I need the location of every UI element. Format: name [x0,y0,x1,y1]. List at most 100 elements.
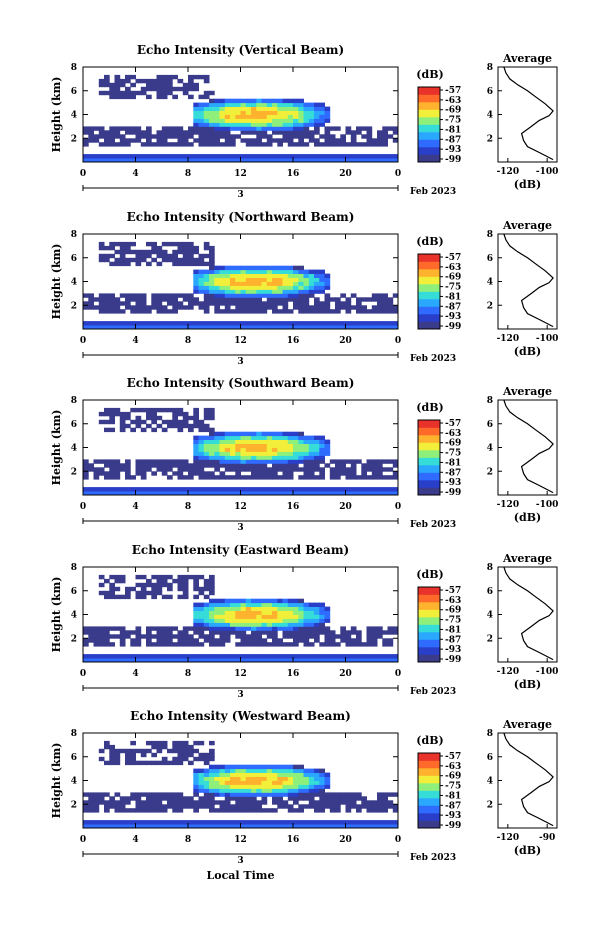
heatmap-cell [146,261,152,267]
heatmap-cell [245,463,252,468]
heatmap-cell [272,102,278,107]
heatmap-cell [182,578,189,584]
heatmap-cell [151,582,157,588]
heatmap-cell [287,455,294,460]
heatmap-cell [392,463,399,468]
heatmap-cell [219,142,226,147]
heatmap-cell [98,626,105,631]
heatmap-cell [193,459,199,464]
heatmap-cell [135,415,142,421]
heatmap-cell [219,297,226,302]
heatmap-cell [172,325,178,330]
heatmap-cell [198,321,205,326]
heatmap-cell [308,134,315,139]
x-tick-label: 20 [339,336,352,346]
heatmap-cell [298,277,304,282]
heatmap-cell [235,772,241,777]
heatmap-cell [119,630,126,635]
heatmap-cell [209,784,215,789]
heatmap-cell [167,459,173,464]
heatmap-cell [256,764,262,770]
heatmap-cell [167,130,173,135]
heatmap-cell [329,630,336,635]
heatmap-cell [361,487,367,492]
heatmap-cell [314,114,320,119]
heatmap-cell [224,325,231,330]
heatmap-cell [319,654,325,659]
heatmap-cell [230,98,236,104]
heatmap-cell [319,106,325,111]
heatmap-cell [219,614,226,619]
heatmap-cell [314,487,320,492]
heatmap-cell [146,241,152,247]
heatmap-cell [219,451,226,456]
heatmap-cell [219,301,226,306]
heatmap-cell [261,820,268,825]
heatmap-cell [366,467,373,472]
heatmap-cell [182,415,189,421]
heatmap-cell [282,122,289,127]
heatmap-cell [329,638,336,643]
heatmap-cell [240,297,247,302]
heatmap-cell [98,134,105,139]
heatmap-cell [98,634,105,639]
heatmap-cell [382,325,388,330]
heatmap-cell [198,796,205,801]
panel-title: Echo Intensity (Eastward Beam) [132,543,349,557]
heatmap-cell [209,475,215,480]
heatmap-cell [282,455,289,460]
heatmap-cell [130,748,136,754]
heatmap-cell [251,154,257,159]
heatmap-cell [298,134,304,139]
heatmap-cell [251,776,257,781]
heatmap-cell [119,249,126,255]
heatmap-cell [329,658,336,663]
profile-frame [497,732,558,829]
heatmap-cell [209,281,215,286]
heatmap-cell [293,618,299,623]
heatmap-cell [314,138,320,143]
heatmap-cell [88,293,94,298]
heatmap-cell [209,788,215,793]
heatmap-cell [209,289,215,294]
heatmap-cell [245,642,252,647]
heatmap-cell [272,820,278,825]
heatmap-cell [387,158,394,163]
heatmap-cell [272,126,278,131]
heatmap-cell [182,820,189,825]
heatmap-cell [98,154,105,159]
heatmap-cell [293,431,299,437]
heatmap-cell [219,475,226,480]
heatmap-cell [98,800,105,805]
heatmap-cell [135,423,142,429]
heatmap-cell [319,780,325,785]
heatmap-cell [277,138,283,143]
heatmap-cell [172,86,178,92]
heatmap-cell [235,764,241,770]
heatmap-cell [308,321,315,326]
heatmap-cell [156,804,163,809]
heatmap-cell [198,772,205,777]
heatmap-cell [104,78,110,84]
heatmap-cell [182,594,189,600]
heatmap-cell [188,301,194,306]
heatmap-cell [151,297,157,302]
heatmap-cell [198,463,205,468]
heatmap-cell [177,142,184,147]
heatmap-cell [261,776,268,781]
heatmap-cell [261,630,268,635]
heatmap-cell [277,463,283,468]
heatmap-cell [167,586,173,592]
y-tick-label: 6 [71,254,77,264]
heatmap-cell [272,293,278,298]
heatmap-cell [177,471,184,476]
heatmap-cell [182,297,189,302]
heatmap-cell [135,301,142,306]
colorbar-swatch [418,124,440,133]
heatmap-cell [198,253,205,259]
heatmap-cell [251,642,257,647]
heatmap-cell [361,824,367,829]
heatmap-cell [167,658,173,663]
heatmap-cell [261,800,268,805]
heatmap-cell [245,824,252,829]
